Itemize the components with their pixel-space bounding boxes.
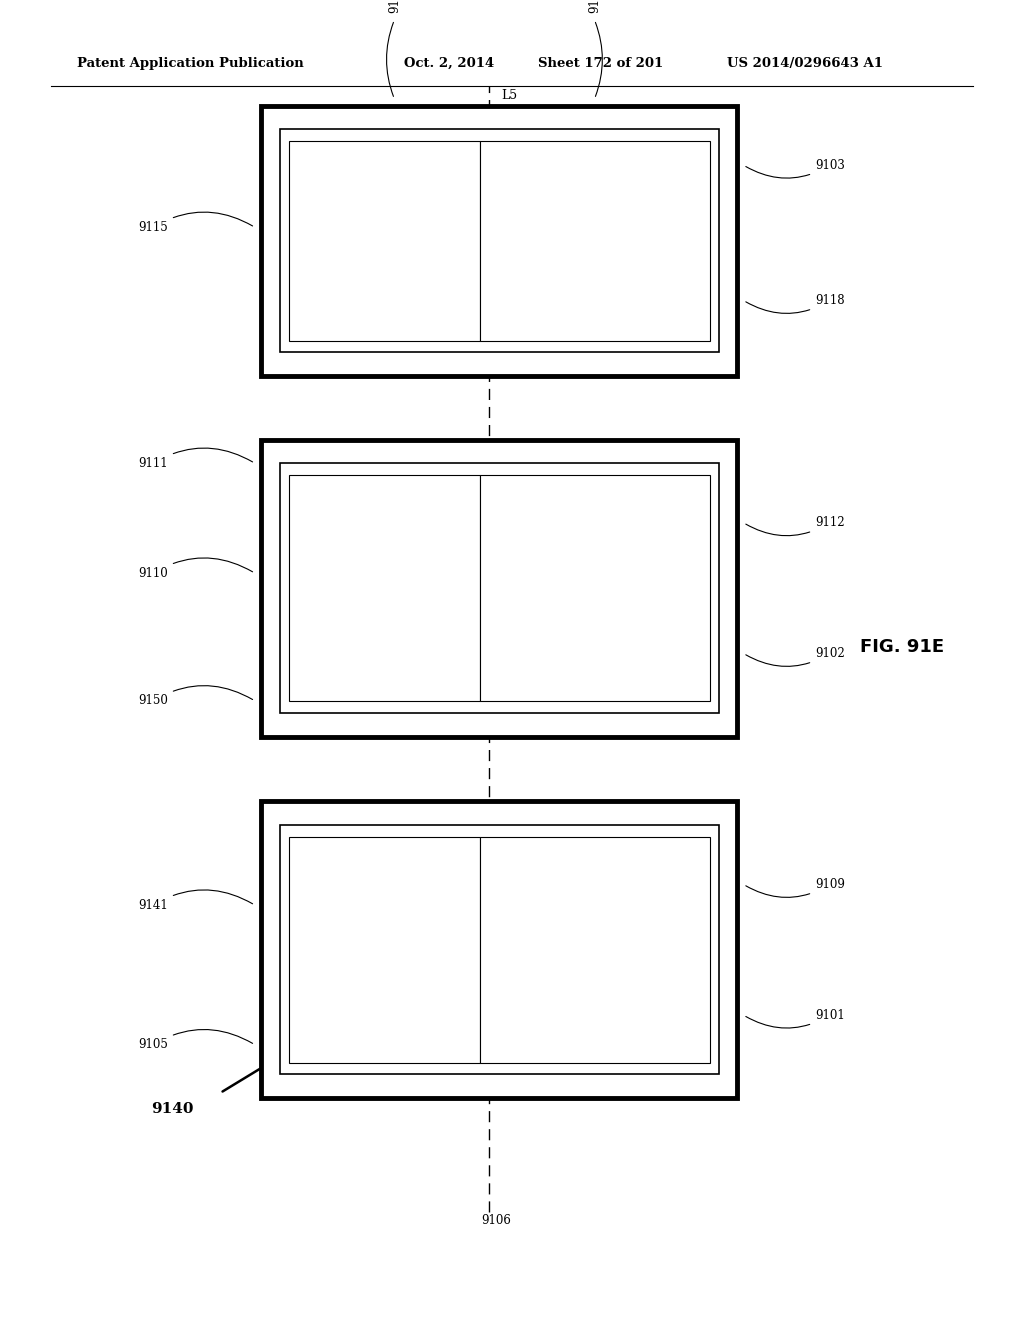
Bar xyxy=(289,475,480,701)
Text: 9140: 9140 xyxy=(152,1102,195,1115)
Bar xyxy=(261,106,737,376)
Text: 9141: 9141 xyxy=(138,890,253,912)
Bar xyxy=(480,141,710,341)
Text: FIG. 91E: FIG. 91E xyxy=(860,638,944,656)
Text: 9105: 9105 xyxy=(138,1030,253,1051)
Text: 9101: 9101 xyxy=(745,1008,845,1028)
Text: 9143: 9143 xyxy=(388,0,401,13)
Text: 9111: 9111 xyxy=(138,447,253,470)
Text: US 2014/0296643 A1: US 2014/0296643 A1 xyxy=(727,57,883,70)
Text: Oct. 2, 2014: Oct. 2, 2014 xyxy=(404,57,495,70)
Bar xyxy=(261,440,737,737)
Bar xyxy=(261,801,737,1098)
Bar xyxy=(480,837,710,1063)
Text: 9115: 9115 xyxy=(138,213,253,234)
Bar xyxy=(480,475,710,701)
Text: L5: L5 xyxy=(502,88,518,102)
Bar xyxy=(289,837,480,1063)
Text: 9106: 9106 xyxy=(481,1214,512,1228)
Text: 9109: 9109 xyxy=(745,878,845,898)
Text: 9102: 9102 xyxy=(745,647,845,667)
Text: 9116: 9116 xyxy=(588,0,601,13)
Text: 9103: 9103 xyxy=(745,158,845,178)
Text: 9110: 9110 xyxy=(138,558,253,579)
Text: 9118: 9118 xyxy=(745,294,845,313)
Bar xyxy=(280,463,719,713)
Text: Patent Application Publication: Patent Application Publication xyxy=(77,57,303,70)
Bar xyxy=(480,475,710,701)
Text: 9112: 9112 xyxy=(745,516,845,536)
Bar xyxy=(280,129,719,352)
Bar xyxy=(480,837,710,1063)
Text: Sheet 172 of 201: Sheet 172 of 201 xyxy=(538,57,663,70)
Bar xyxy=(480,141,710,341)
Text: 9150: 9150 xyxy=(138,685,253,708)
Bar xyxy=(280,825,719,1074)
Bar xyxy=(289,141,480,341)
